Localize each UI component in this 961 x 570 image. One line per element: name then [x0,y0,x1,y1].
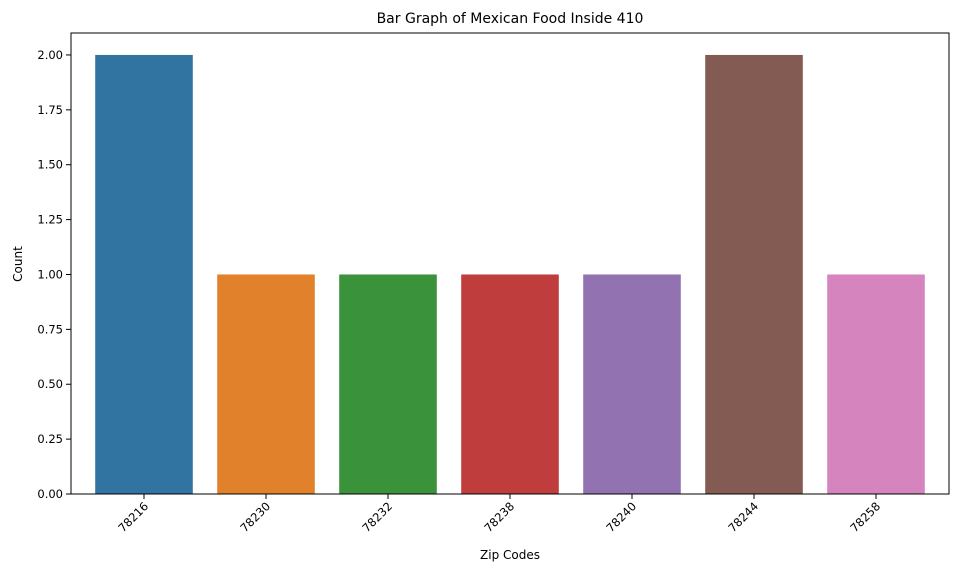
plot-frame [70,32,950,495]
bar-78216 [95,54,193,494]
y-tick-label: 1.25 [37,213,63,227]
y-tick-label: 0.75 [37,322,63,336]
y-tick-label: 0.25 [37,432,63,446]
y-tick-label: 2.00 [37,48,63,62]
y-tick-label: 1.00 [37,267,63,281]
y-axis-label: Count [11,246,25,282]
y-tick-label: 0.00 [37,487,63,501]
bar-78258 [827,274,925,494]
bar-78240 [583,274,681,494]
y-axis-ticks: 0.00 0.25 0.50 0.75 1.00 1.25 1.50 1.75 2.00 [37,48,71,501]
y-tick-label: 1.75 [37,103,63,117]
bar-78238 [461,274,559,494]
x-axis-label: Zip Codes [480,548,540,562]
bar-78230 [217,274,315,494]
bar-78232 [339,274,437,494]
chart-title: Bar Graph of Mexican Food Inside 410 [377,11,644,27]
y-tick-label: 0.50 [37,377,63,391]
y-tick-label: 1.50 [37,158,63,172]
bars-group [95,54,925,494]
bar-78244 [705,54,803,494]
